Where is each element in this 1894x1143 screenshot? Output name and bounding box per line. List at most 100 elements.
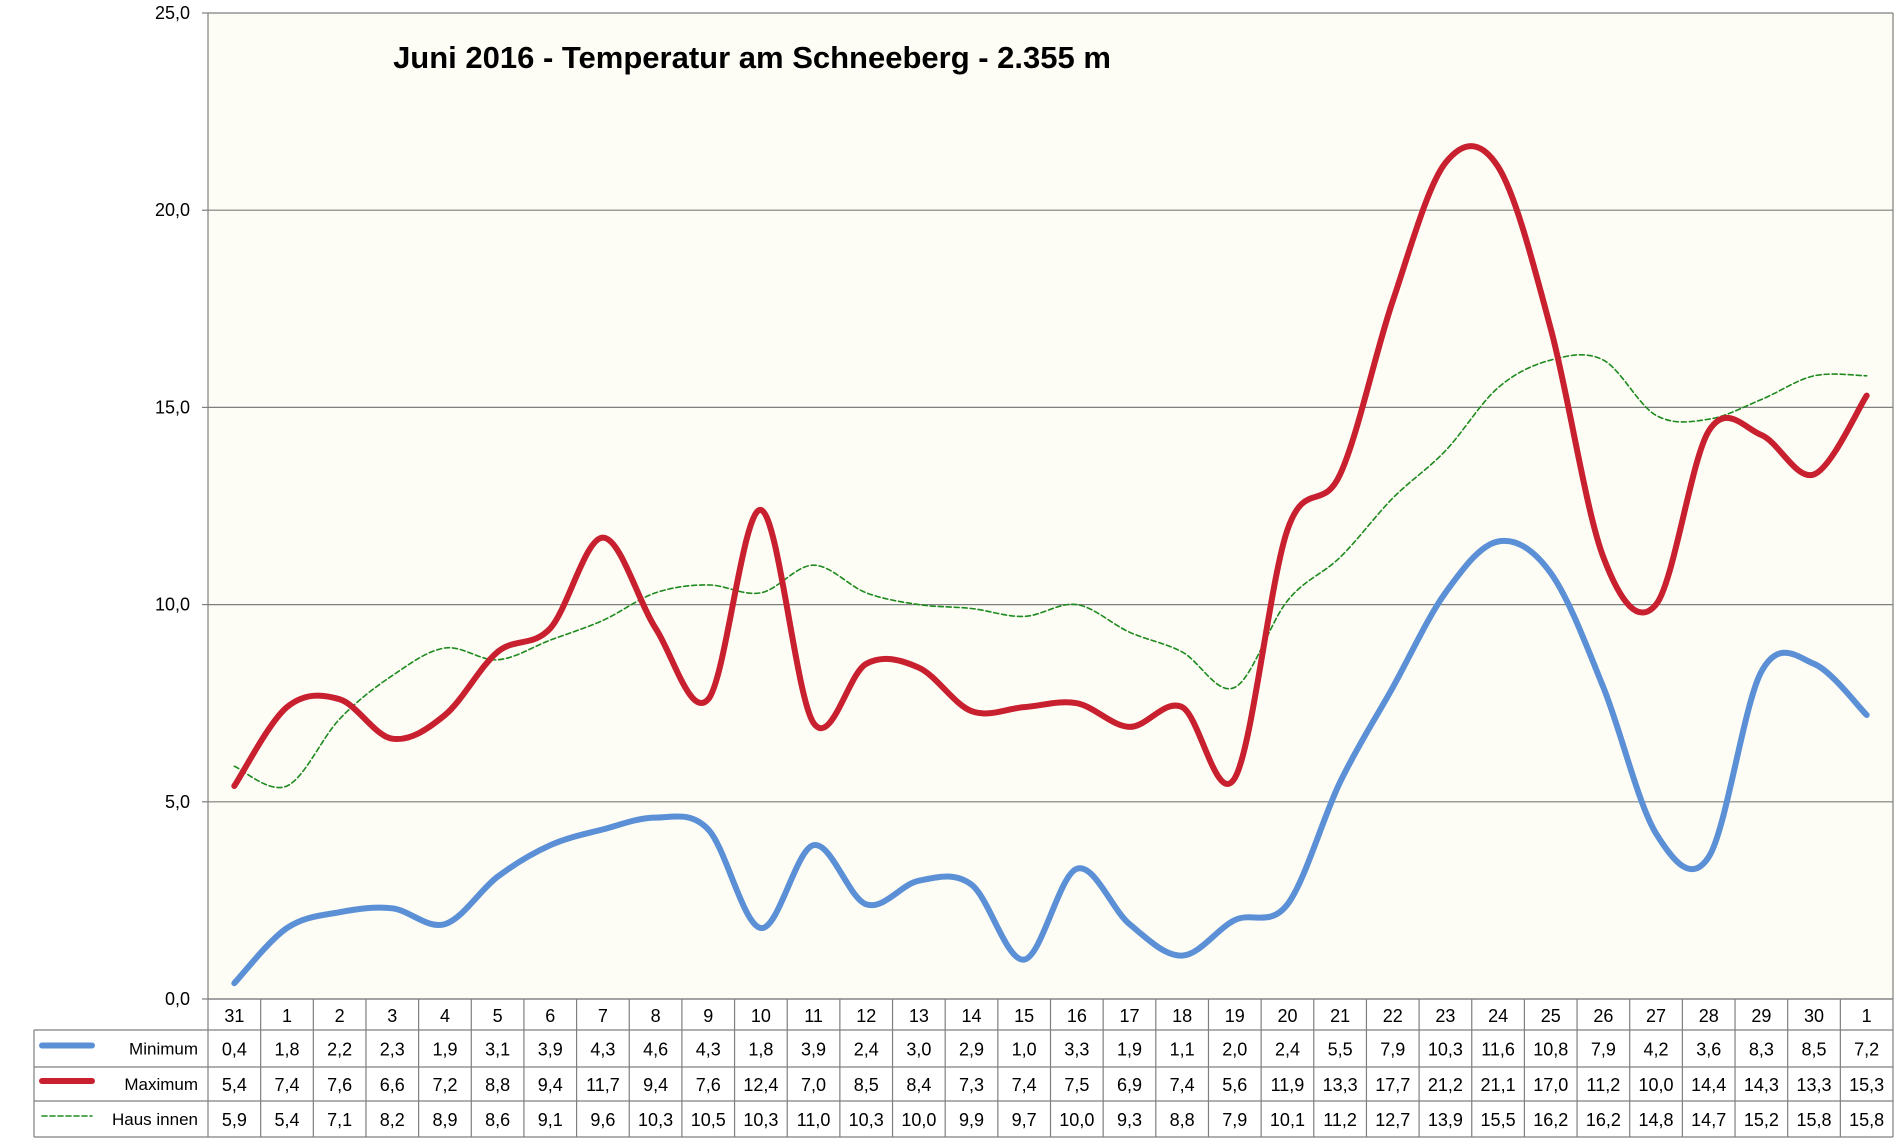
x-category-label: 6 (545, 1006, 555, 1026)
data-table-cell: 15,2 (1744, 1110, 1779, 1130)
data-table-cell: 7,1 (327, 1110, 352, 1130)
data-table-cell: 7,6 (327, 1075, 352, 1095)
data-table-cell: 2,4 (854, 1040, 879, 1060)
x-category-label: 21 (1330, 1006, 1350, 1026)
legend-label: Minimum (129, 1040, 198, 1059)
data-table-cell: 7,4 (274, 1075, 299, 1095)
data-table-cell: 4,2 (1644, 1040, 1669, 1060)
x-category-label: 3 (387, 1006, 397, 1026)
data-table-cell: 10,3 (638, 1110, 673, 1130)
y-tick-label: 20,0 (155, 200, 190, 220)
x-category-label: 27 (1646, 1006, 1666, 1026)
x-category-label: 2 (335, 1006, 345, 1026)
data-table-cell: 10,0 (901, 1110, 936, 1130)
data-table-cell: 12,4 (743, 1075, 778, 1095)
data-table-cell: 14,3 (1744, 1075, 1779, 1095)
data-table-cell: 2,3 (380, 1040, 405, 1060)
data-table-cell: 1,8 (748, 1040, 773, 1060)
x-category-label: 5 (493, 1006, 503, 1026)
data-table-cell: 8,4 (906, 1075, 931, 1095)
data-table-cell: 16,2 (1533, 1110, 1568, 1130)
x-category-label: 10 (751, 1006, 771, 1026)
data-table-cell: 5,6 (1222, 1075, 1247, 1095)
data-table-cell: 7,9 (1380, 1040, 1405, 1060)
data-table-cell: 9,7 (1012, 1110, 1037, 1130)
data-table-cell: 7,4 (1170, 1075, 1195, 1095)
y-tick-label: 25,0 (155, 3, 190, 23)
x-category-label: 1 (282, 1006, 292, 1026)
data-table-cell: 7,3 (959, 1075, 984, 1095)
data-table-cell: 1,0 (1012, 1040, 1037, 1060)
data-table-cell: 3,0 (906, 1040, 931, 1060)
data-table-cell: 10,3 (743, 1110, 778, 1130)
data-table-cell: 11,7 (586, 1075, 620, 1095)
data-table-cell: 10,0 (1059, 1110, 1094, 1130)
data-table-cell: 9,9 (959, 1110, 984, 1130)
data-table-cell: 11,2 (1587, 1075, 1621, 1095)
x-category-label: 28 (1699, 1006, 1719, 1026)
data-table-cell: 10,8 (1533, 1040, 1568, 1060)
data-table-cell: 3,9 (538, 1040, 563, 1060)
data-table-cell: 10,5 (691, 1110, 726, 1130)
x-category-label: 26 (1593, 1006, 1613, 1026)
x-category-label: 1 (1862, 1006, 1872, 1026)
x-category-label: 17 (1119, 1006, 1139, 1026)
data-table-cell: 1,9 (1117, 1040, 1142, 1060)
data-table-cell: 9,4 (643, 1075, 668, 1095)
data-table-cell: 6,9 (1117, 1075, 1142, 1095)
chart-title: Juni 2016 - Temperatur am Schneeberg - 2… (393, 40, 1111, 75)
x-category-label: 19 (1225, 1006, 1245, 1026)
x-category-label: 13 (909, 1006, 929, 1026)
data-table-cell: 7,6 (696, 1075, 721, 1095)
data-table-cell: 9,6 (590, 1110, 615, 1130)
data-table-cell: 8,2 (380, 1110, 405, 1130)
x-category-label: 18 (1172, 1006, 1192, 1026)
x-category-label: 23 (1435, 1006, 1455, 1026)
data-table-cell: 3,6 (1696, 1040, 1721, 1060)
data-table-cell: 13,9 (1428, 1110, 1463, 1130)
data-table-cell: 8,3 (1749, 1040, 1774, 1060)
data-table-cell: 5,4 (222, 1075, 247, 1095)
data-table-cell: 1,9 (432, 1040, 457, 1060)
x-category-label: 24 (1488, 1006, 1508, 1026)
data-table-cell: 4,6 (643, 1040, 668, 1060)
x-category-label: 16 (1067, 1006, 1087, 1026)
data-table-cell: 10,3 (1428, 1040, 1463, 1060)
data-table-cell: 10,1 (1270, 1110, 1305, 1130)
data-table-cell: 10,0 (1639, 1075, 1674, 1095)
data-table-cell: 5,4 (274, 1110, 299, 1130)
x-category-label: 31 (224, 1006, 244, 1026)
data-table-cell: 21,2 (1428, 1075, 1463, 1095)
data-table-cell: 12,7 (1375, 1110, 1410, 1130)
data-table-cell: 7,4 (1012, 1075, 1037, 1095)
data-table-cell: 9,3 (1117, 1110, 1142, 1130)
data-table-cell: 2,9 (959, 1040, 984, 1060)
data-table-cell: 10,3 (849, 1110, 884, 1130)
x-category-label: 30 (1804, 1006, 1824, 1026)
data-table-cell: 9,4 (538, 1075, 563, 1095)
data-table-cell: 7,5 (1064, 1075, 1089, 1095)
data-table-cell: 8,8 (485, 1075, 510, 1095)
data-table-cell: 15,5 (1481, 1110, 1516, 1130)
data-table-cell: 8,5 (854, 1075, 879, 1095)
data-table-cell: 15,8 (1849, 1110, 1884, 1130)
x-category-label: 4 (440, 1006, 450, 1026)
data-table-cell: 13,3 (1796, 1075, 1831, 1095)
data-table-cell: 11,9 (1271, 1075, 1305, 1095)
data-table-cell: 7,2 (432, 1075, 457, 1095)
data-table-cell: 8,9 (432, 1110, 457, 1130)
data-table-cell: 6,6 (380, 1075, 405, 1095)
data-table-cell: 7,9 (1591, 1040, 1616, 1060)
y-tick-label: 0,0 (165, 989, 190, 1009)
data-table-cell: 1,8 (274, 1040, 299, 1060)
data-table-cell: 11,6 (1481, 1040, 1515, 1060)
legend-label: Haus innen (112, 1110, 198, 1129)
x-category-label: 7 (598, 1006, 608, 1026)
y-tick-label: 5,0 (165, 792, 190, 812)
data-table-cell: 0,4 (222, 1040, 247, 1060)
data-table-cell: 13,3 (1323, 1075, 1358, 1095)
data-table-cell: 2,0 (1222, 1040, 1247, 1060)
data-table-cell: 11,0 (797, 1110, 831, 1130)
x-category-label: 15 (1014, 1006, 1034, 1026)
